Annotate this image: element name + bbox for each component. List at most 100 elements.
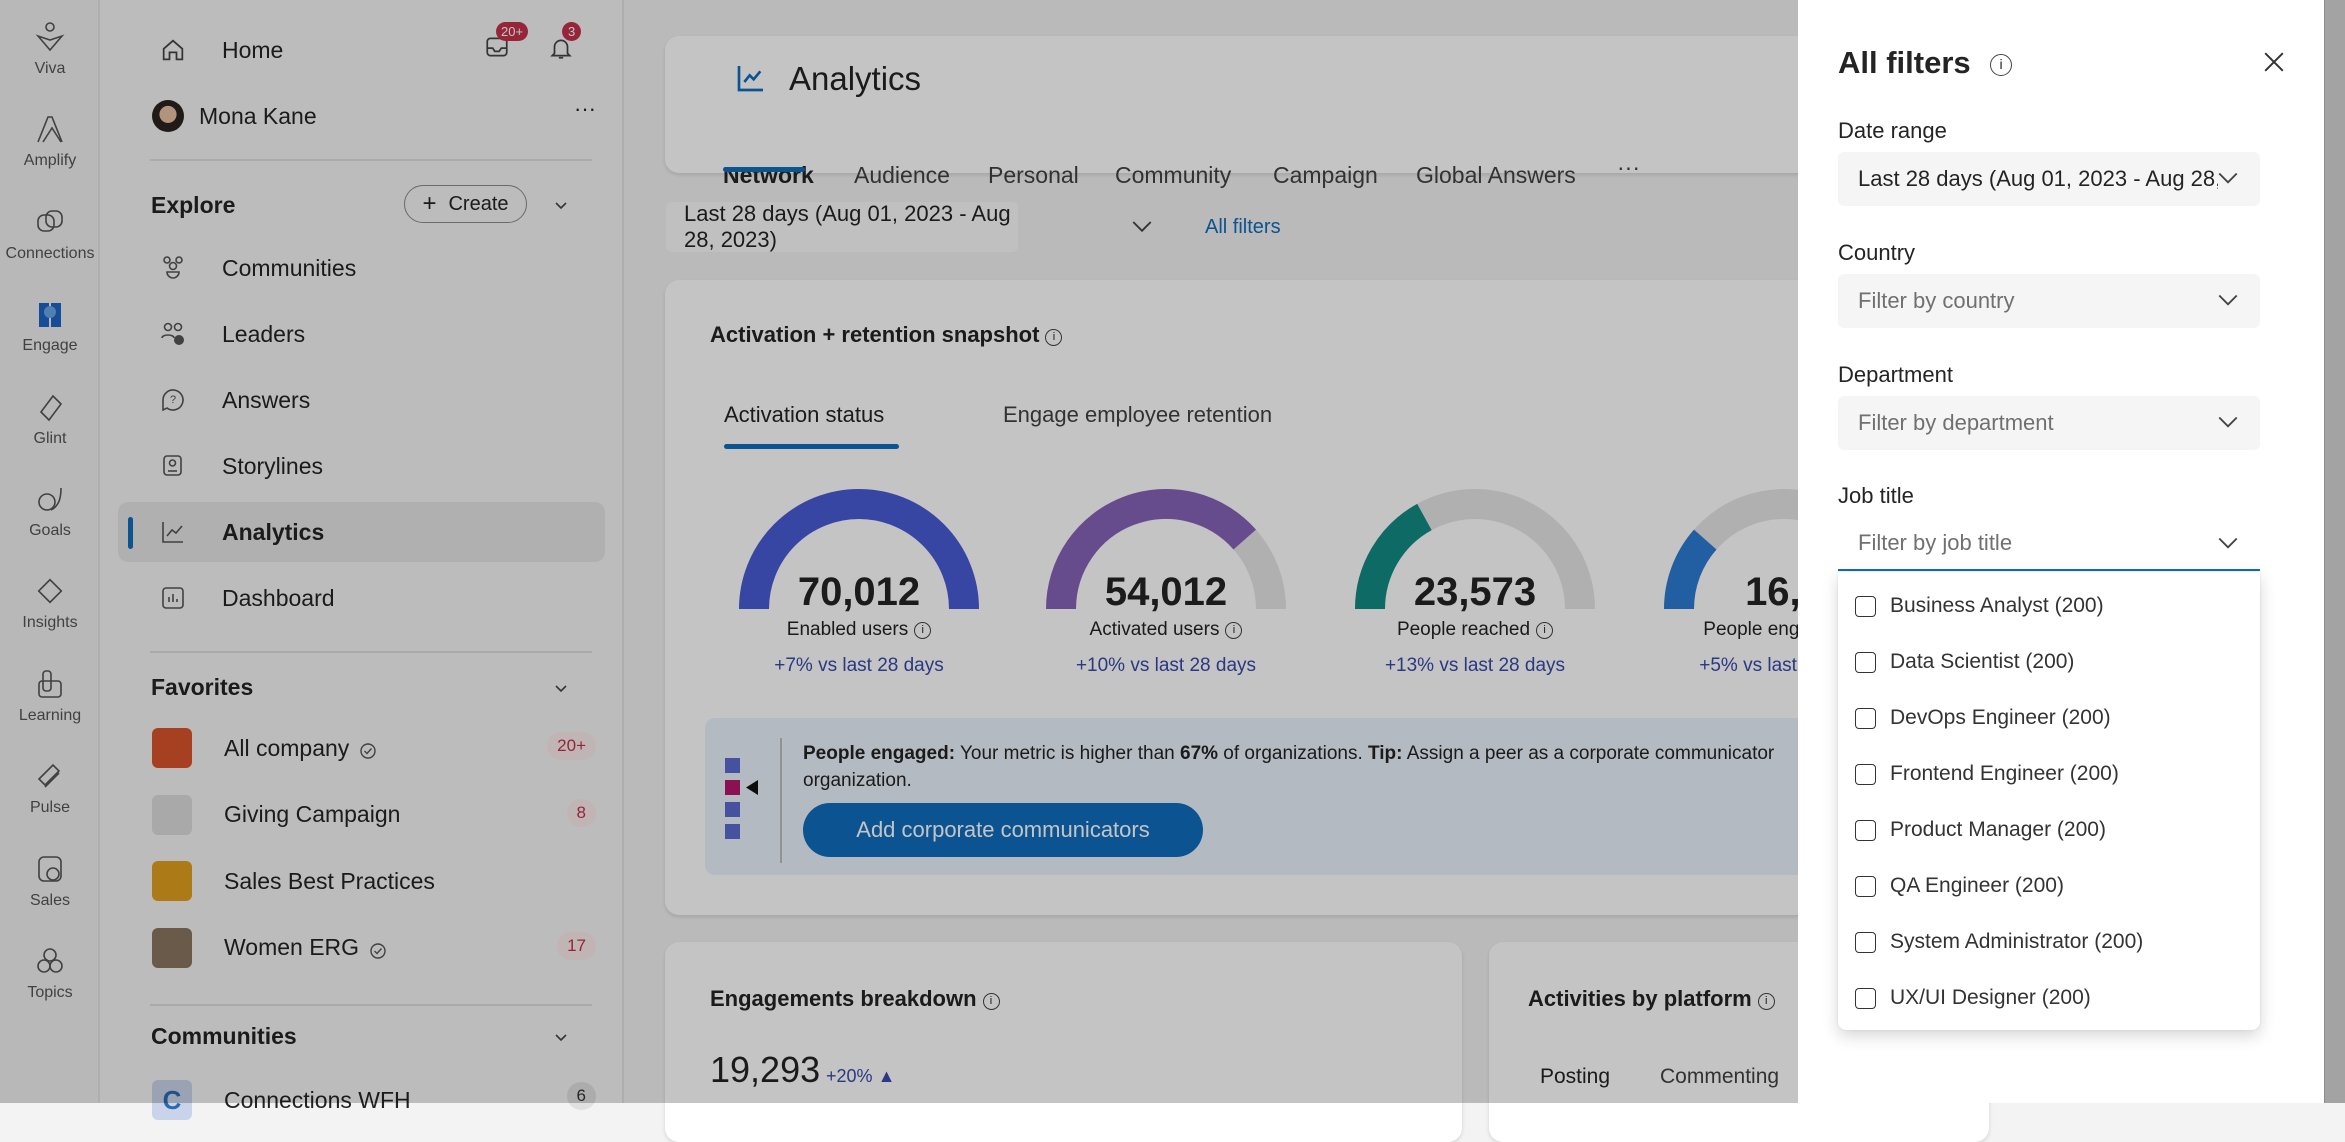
checkbox[interactable] (1855, 651, 1876, 673)
user-profile[interactable]: Mona Kane ··· (152, 86, 604, 146)
chevron-down-icon[interactable] (553, 197, 569, 213)
create-label: Create (448, 192, 509, 215)
tab-network[interactable]: Network (723, 162, 814, 188)
job-title-option[interactable]: Product Manager (200) (1838, 803, 2260, 857)
gauge-label: People reached i (1345, 619, 1605, 641)
department-select[interactable]: Filter by department (1838, 396, 2260, 450)
rail-item-connections[interactable]: Connections (0, 197, 100, 285)
favorite-item[interactable]: Women ERG 17 (152, 918, 604, 978)
checkbox[interactable] (1855, 875, 1876, 897)
nav-item-leaders[interactable]: Leaders (152, 304, 604, 364)
arrow-up-icon: ▲ (877, 1066, 896, 1086)
engagements-value: 19,293 (710, 1049, 821, 1090)
nav-item-communities[interactable]: Communities (152, 238, 604, 298)
gauge-change: +10% vs last 28 days (1075, 655, 1257, 676)
option-label: QA Engineer (200) (1890, 874, 2064, 897)
favorite-item[interactable]: All company 20+ (152, 718, 604, 778)
amplify-icon (0, 112, 100, 146)
country-select[interactable]: Filter by country (1838, 274, 2260, 328)
modal-overlay[interactable] (0, 0, 1798, 1103)
option-label: System Administrator (200) (1890, 930, 2144, 953)
rail-item-learning[interactable]: Learning (0, 659, 100, 747)
chevron-down-icon (2218, 416, 2238, 428)
chevron-down-icon (2218, 537, 2238, 549)
info-icon[interactable]: i (1757, 993, 1775, 1010)
rail-item-viva[interactable]: Viva (0, 12, 100, 100)
info-icon[interactable]: i (914, 622, 932, 639)
checkbox[interactable] (1855, 819, 1876, 841)
chevron-down-icon[interactable] (553, 1029, 569, 1045)
option-label: Business Analyst (200) (1890, 594, 2104, 617)
tab-community[interactable]: Community (1115, 162, 1232, 188)
rail-item-glint[interactable]: Glint (0, 382, 100, 470)
create-button[interactable]: + Create (404, 185, 527, 223)
info-icon[interactable]: i (1225, 622, 1243, 639)
rail-item-label: Engage (22, 337, 78, 355)
rail-item-sales[interactable]: Sales (0, 844, 100, 932)
community-thumbnail (152, 927, 192, 968)
job-title-option[interactable]: QA Engineer (200) (1838, 859, 2260, 913)
checkbox[interactable] (1855, 707, 1876, 729)
tab-campaign[interactable]: Campaign (1273, 162, 1378, 188)
avatar (152, 100, 184, 132)
rail-item-topics[interactable]: Topics (0, 936, 100, 1024)
nav-home[interactable]: Home (152, 20, 604, 80)
tab-audience[interactable]: Audience (854, 162, 950, 188)
inbox-button[interactable]: 20+ (484, 22, 529, 65)
rail-item-pulse[interactable]: Pulse (0, 751, 100, 839)
checkbox[interactable] (1855, 931, 1876, 953)
chevron-down-icon[interactable] (553, 680, 569, 696)
tab-engage-retention[interactable]: Engage employee retention (1003, 402, 1273, 427)
rail-item-insights[interactable]: Insights (0, 566, 100, 654)
favorite-item[interactable]: Giving Campaign 8 (152, 785, 604, 845)
all-filters-link[interactable]: All filters (1205, 216, 1281, 238)
page-title: Analytics (789, 60, 922, 97)
tab-personal[interactable]: Personal (988, 162, 1079, 188)
rail-item-amplify[interactable]: Amplify (0, 104, 100, 192)
job-title-option[interactable]: System Administrator (200) (1838, 915, 2260, 969)
info-icon[interactable]: i (1536, 622, 1554, 639)
option-label: UX/UI Designer (200) (1890, 986, 2091, 1009)
add-corporate-communicators-button[interactable]: Add corporate communicators (803, 803, 1203, 857)
rail-item-engage[interactable]: Engage (0, 289, 100, 377)
date-range-dropdown[interactable]: Last 28 days (Aug 01, 2023 - Aug 28, 202… (666, 201, 1152, 252)
job-title-combobox[interactable]: Filter by job title (1838, 517, 2260, 571)
info-icon[interactable]: i (1045, 329, 1063, 346)
tip-banner: People engaged: Your metric is higher th… (705, 718, 1845, 875)
info-icon[interactable]: i (982, 993, 1000, 1010)
job-title-option[interactable]: DevOps Engineer (200) (1838, 691, 2260, 745)
close-icon[interactable] (2263, 51, 2285, 73)
tab-global-answers[interactable]: Global Answers (1416, 162, 1576, 188)
rail-item-goals[interactable]: Goals (0, 474, 100, 562)
active-indicator (128, 517, 133, 549)
job-title-option[interactable]: Business Analyst (200) (1838, 579, 2260, 633)
nav-item-storylines[interactable]: Storylines (152, 436, 604, 496)
checkbox[interactable] (1855, 763, 1876, 785)
more-options-button[interactable]: ··· (574, 96, 596, 121)
learning-icon (0, 667, 100, 701)
insights-icon (0, 574, 100, 608)
job-title-option[interactable]: UX/UI Designer (200) (1838, 971, 2260, 1025)
gauge-change: +7% vs last 28 days (774, 655, 944, 676)
activation-snapshot-card: Activation + retention snapshot i Activat… (665, 280, 1869, 915)
notifications-button[interactable]: 3 (548, 22, 582, 67)
job-title-option[interactable]: Frontend Engineer (200) (1838, 747, 2260, 801)
nav-item-analytics[interactable]: Analytics (118, 502, 605, 562)
date-range-select[interactable]: Last 28 days (Aug 01, 2023 - Aug 28, 202… (1838, 152, 2260, 206)
info-icon[interactable]: i (1990, 54, 2012, 76)
more-tabs-button[interactable]: ··· (1617, 154, 1640, 180)
nav-item-answers[interactable]: ? Answers (152, 370, 604, 430)
ranking-icon (725, 758, 758, 839)
activities-title: Activities by platform i (1528, 986, 1775, 1012)
job-title-option[interactable]: Data Scientist (200) (1838, 635, 2260, 689)
tab-posting[interactable]: Posting (1540, 1065, 1611, 1088)
checkbox[interactable] (1855, 595, 1876, 617)
nav-item-dashboard[interactable]: Dashboard (152, 568, 604, 628)
community-thumbnail (152, 794, 192, 835)
scrollbar[interactable] (2324, 0, 2345, 1103)
tab-commenting[interactable]: Commenting (1660, 1065, 1780, 1088)
tab-activation-status[interactable]: Activation status (724, 402, 885, 427)
checkbox[interactable] (1855, 987, 1876, 1009)
pulse-icon (0, 759, 100, 793)
favorite-item[interactable]: Sales Best Practices (152, 851, 604, 911)
